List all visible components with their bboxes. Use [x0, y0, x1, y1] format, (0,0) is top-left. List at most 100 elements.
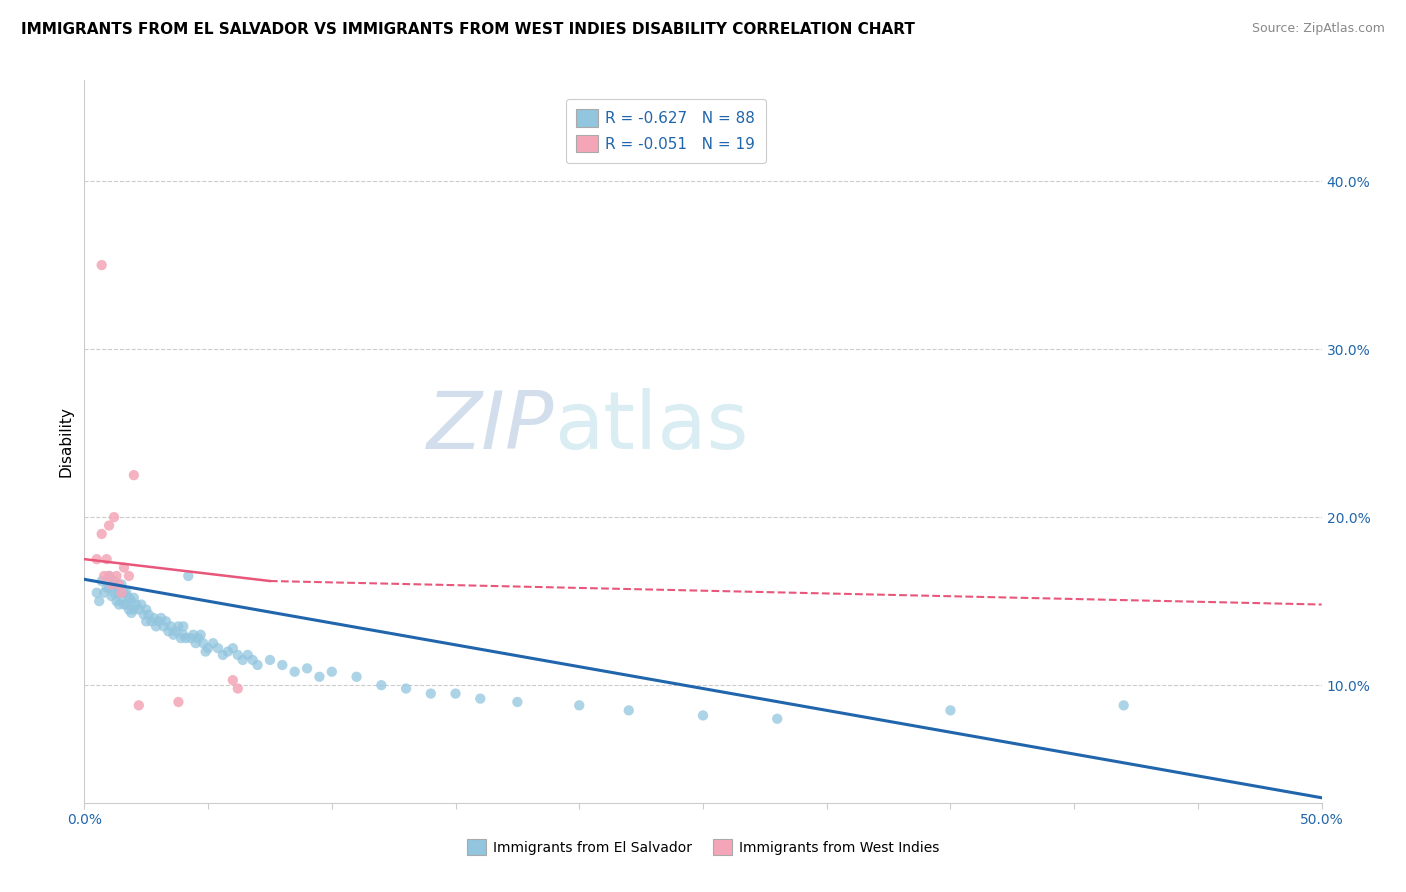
- Point: [138, 607, 160, 622]
- Point: [194, 644, 217, 658]
- Point: [132, 607, 155, 622]
- Point: [217, 644, 239, 658]
- Point: [152, 619, 174, 633]
- Point: [246, 658, 269, 673]
- Point: [105, 569, 128, 583]
- Text: Source: ZipAtlas.com: Source: ZipAtlas.com: [1251, 22, 1385, 36]
- Point: [115, 586, 138, 600]
- Point: [295, 661, 318, 675]
- Point: [155, 615, 177, 629]
- Point: [226, 648, 249, 662]
- Point: [110, 591, 132, 605]
- Point: [190, 628, 212, 642]
- Point: [93, 569, 115, 583]
- Point: [172, 628, 194, 642]
- Point: [226, 681, 249, 696]
- Point: [170, 631, 193, 645]
- Point: [108, 598, 131, 612]
- Point: [160, 619, 183, 633]
- Point: [103, 510, 125, 524]
- Point: [145, 619, 167, 633]
- Point: [112, 598, 135, 612]
- Point: [766, 712, 789, 726]
- Point: [162, 628, 184, 642]
- Point: [157, 624, 180, 639]
- Point: [506, 695, 529, 709]
- Point: [112, 560, 135, 574]
- Point: [90, 258, 112, 272]
- Point: [259, 653, 281, 667]
- Point: [346, 670, 368, 684]
- Point: [118, 591, 141, 605]
- Point: [98, 569, 121, 583]
- Point: [222, 673, 245, 687]
- Text: atlas: atlas: [554, 388, 749, 467]
- Point: [419, 687, 441, 701]
- Text: IMMIGRANTS FROM EL SALVADOR VS IMMIGRANTS FROM WEST INDIES DISABILITY CORRELATIO: IMMIGRANTS FROM EL SALVADOR VS IMMIGRANT…: [21, 22, 915, 37]
- Point: [110, 586, 132, 600]
- Point: [128, 602, 150, 616]
- Point: [202, 636, 225, 650]
- Point: [98, 569, 121, 583]
- Text: ZIP: ZIP: [427, 388, 554, 467]
- Point: [167, 695, 190, 709]
- Point: [370, 678, 392, 692]
- Point: [174, 631, 197, 645]
- Point: [115, 598, 138, 612]
- Point: [112, 586, 135, 600]
- Point: [86, 552, 108, 566]
- Point: [568, 698, 591, 713]
- Point: [90, 527, 112, 541]
- Point: [191, 636, 214, 650]
- Point: [692, 708, 714, 723]
- Point: [118, 569, 141, 583]
- Point: [129, 598, 152, 612]
- Point: [141, 615, 163, 629]
- Point: [444, 687, 467, 701]
- Point: [150, 611, 173, 625]
- Point: [939, 703, 962, 717]
- Point: [98, 581, 121, 595]
- Point: [180, 631, 202, 645]
- Point: [93, 586, 115, 600]
- Legend: Immigrants from El Salvador, Immigrants from West Indies: Immigrants from El Salvador, Immigrants …: [461, 834, 945, 861]
- Point: [184, 636, 207, 650]
- Point: [90, 574, 112, 588]
- Point: [167, 619, 190, 633]
- Point: [86, 586, 108, 600]
- Point: [120, 606, 142, 620]
- Point: [135, 615, 157, 629]
- Point: [212, 648, 235, 662]
- Point: [148, 615, 170, 629]
- Point: [128, 698, 150, 713]
- Point: [100, 577, 122, 591]
- Point: [308, 670, 330, 684]
- Point: [321, 665, 343, 679]
- Point: [1112, 698, 1135, 713]
- Point: [181, 628, 204, 642]
- Point: [100, 589, 122, 603]
- Point: [617, 703, 640, 717]
- Point: [242, 653, 264, 667]
- Point: [172, 619, 194, 633]
- Point: [105, 581, 128, 595]
- Point: [98, 518, 121, 533]
- Point: [236, 648, 259, 662]
- Point: [122, 468, 145, 483]
- Point: [142, 611, 165, 625]
- Point: [108, 586, 131, 600]
- Point: [122, 591, 145, 605]
- Point: [222, 641, 245, 656]
- Point: [103, 586, 125, 600]
- Point: [395, 681, 418, 696]
- Point: [103, 574, 125, 588]
- Point: [89, 594, 111, 608]
- Point: [100, 577, 122, 591]
- Point: [187, 631, 209, 645]
- Point: [232, 653, 254, 667]
- Point: [177, 569, 200, 583]
- Point: [122, 602, 145, 616]
- Point: [135, 602, 157, 616]
- Point: [120, 594, 142, 608]
- Point: [271, 658, 294, 673]
